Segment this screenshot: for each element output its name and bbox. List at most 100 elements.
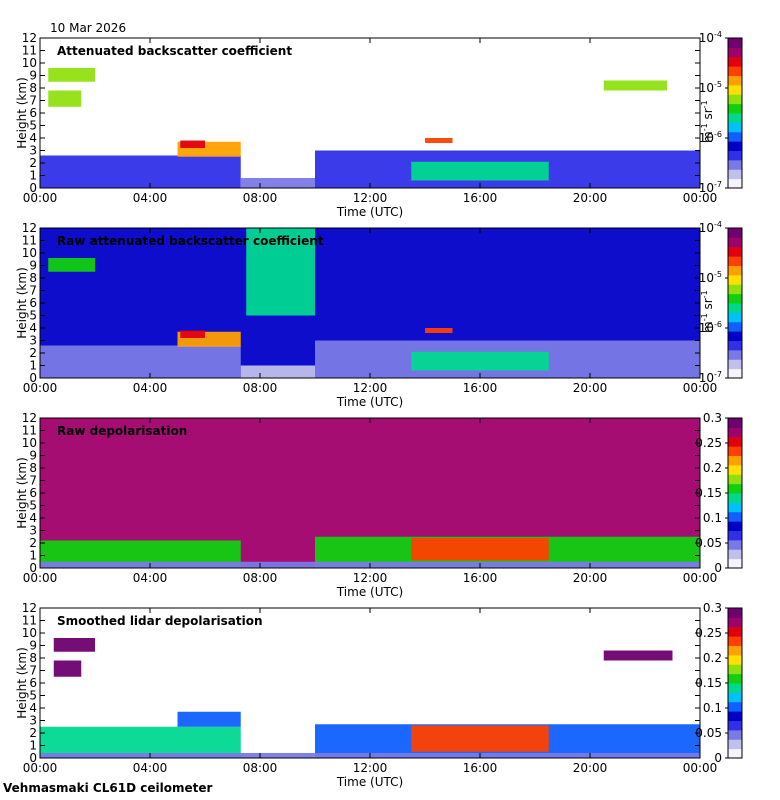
colorbar-tick-label: 10-5: [699, 270, 722, 285]
y-tick-label: 5: [29, 309, 37, 323]
y-tick-label: 7: [29, 94, 37, 108]
colorbar-band: [728, 474, 742, 485]
colorbar-band: [728, 312, 742, 323]
colorbar-band: [728, 530, 742, 541]
colorbar-band: [728, 75, 742, 86]
colorbar-frame: [727, 227, 743, 379]
colorbar-band: [728, 673, 742, 684]
colorbar: 0.3 0.25 0.2 0.15 0.1 0.05 0: [695, 411, 743, 575]
colorbar-tick-label: 0.15: [695, 676, 722, 690]
colorbar-band: [728, 246, 742, 257]
panel-title: Attenuated backscatter coefficient: [57, 44, 292, 58]
y-tick-label: 6: [29, 106, 37, 120]
data-region: [425, 328, 453, 333]
colorbar-band: [728, 654, 742, 665]
colorbar-tick-label: 0.3: [703, 601, 722, 615]
colorbar-band: [728, 84, 742, 95]
y-tick-label: 11: [22, 614, 37, 628]
colorbar-band: [728, 274, 742, 285]
colorbar-band: [728, 340, 742, 351]
y-tick-label: 4: [29, 511, 37, 525]
y-tick-label: 10: [22, 626, 37, 640]
colorbar-band: [728, 237, 742, 248]
y-tick-label: 5: [29, 689, 37, 703]
y-tick-label: 5: [29, 499, 37, 513]
panel-title: Smoothed lidar depolarisation: [57, 614, 263, 628]
colorbar-band: [728, 683, 742, 693]
y-tick-label: 11: [22, 44, 37, 58]
colorbar-band: [728, 303, 742, 313]
colorbar-tick-label: 0: [714, 561, 722, 575]
y-tick-label: 0: [29, 751, 37, 765]
colorbar-band: [728, 502, 742, 513]
data-region: [180, 330, 205, 338]
colorbar-band: [728, 558, 742, 569]
colorbar-band: [728, 483, 742, 494]
data-region: [48, 68, 95, 82]
x-tick-label: 04:00: [133, 381, 168, 395]
y-tick-label: 12: [22, 31, 37, 45]
y-tick-label: 7: [29, 284, 37, 298]
x-tick-label: 12:00: [353, 761, 388, 775]
data-region: [177, 711, 241, 727]
colorbar-band: [728, 436, 742, 447]
y-tick-label: 8: [29, 461, 37, 475]
y-tick-label: 0: [29, 181, 37, 195]
colorbar-band: [728, 701, 742, 712]
x-axis-label: Time (UTC): [336, 775, 403, 789]
y-axis-label: Height (km): [15, 77, 29, 148]
y-axis-label: Height (km): [15, 647, 29, 718]
y-tick-label: 7: [29, 474, 37, 488]
colorbar-band: [728, 418, 742, 428]
data-region: [40, 726, 241, 758]
y-tick-label: 12: [22, 221, 37, 235]
x-tick-label: 20:00: [573, 381, 608, 395]
data-region: [48, 258, 95, 272]
colorbar-band: [728, 692, 742, 703]
data-region: [240, 178, 315, 188]
x-tick-label: 08:00: [243, 191, 278, 205]
data-region: [40, 345, 241, 378]
y-tick-label: 0: [29, 371, 37, 385]
y-axis-label: Height (km): [15, 267, 29, 338]
y-tick-label: 10: [22, 436, 37, 450]
colorbar-frame: [727, 37, 743, 189]
x-tick-label: 08:00: [243, 381, 278, 395]
colorbar-band: [728, 178, 742, 189]
y-tick-label: 9: [29, 259, 37, 273]
data-region: [180, 140, 205, 148]
colorbar-band: [728, 645, 742, 656]
x-tick-label: 12:00: [353, 381, 388, 395]
colorbar-band: [728, 711, 742, 721]
colorbar-band: [728, 464, 742, 475]
x-tick-label: 20:00: [573, 191, 608, 205]
colorbar-band: [728, 664, 742, 675]
colorbar-band: [728, 446, 742, 456]
y-tick-label: 12: [22, 601, 37, 615]
colorbar: 10-4 10-5 10-6 10-7 m-1 sr-1: [699, 220, 743, 385]
colorbar-band: [728, 427, 742, 438]
x-tick-label: 00:00: [683, 381, 718, 395]
colorbar-band: [728, 256, 742, 266]
colorbar-tick-label: 0.2: [703, 461, 722, 475]
y-tick-label: 9: [29, 69, 37, 83]
y-tick-label: 2: [29, 346, 37, 360]
data-region: [411, 725, 549, 752]
data-region: [240, 365, 315, 378]
colorbar-band: [728, 626, 742, 637]
colorbar-band: [728, 228, 742, 238]
x-tick-label: 12:00: [353, 571, 388, 585]
colorbar-band: [728, 636, 742, 646]
data-region: [603, 80, 667, 91]
data-region: [425, 138, 453, 143]
y-tick-label: 5: [29, 119, 37, 133]
colorbar-tick-label: 0.25: [695, 436, 722, 450]
colorbar-band: [728, 141, 742, 151]
y-tick-label: 1: [29, 359, 37, 373]
x-tick-label: 00:00: [683, 191, 718, 205]
